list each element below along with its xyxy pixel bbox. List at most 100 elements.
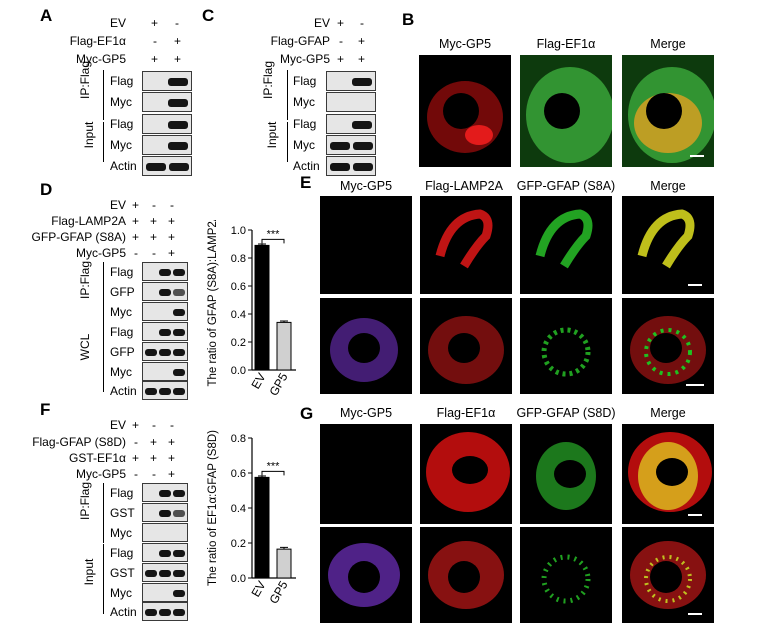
- y-tick-label: 0.4: [231, 503, 246, 515]
- scale-bar: [688, 514, 702, 516]
- panel-label-c: C: [202, 6, 215, 25]
- blot-strip: [142, 92, 192, 112]
- sign: -: [152, 418, 156, 432]
- blot-label: Actin: [110, 384, 137, 398]
- blot-label: GST: [110, 566, 135, 580]
- condition-label: Flag-GFAP: [270, 34, 330, 48]
- sign: +: [132, 214, 140, 228]
- micrograph-purple: [320, 298, 412, 394]
- sign: +: [174, 34, 182, 48]
- sign: +: [168, 214, 176, 228]
- sign: +: [132, 418, 140, 432]
- section-bracket: [103, 483, 104, 543]
- significance-label: ***: [267, 228, 281, 240]
- micrograph-merge: [622, 298, 714, 394]
- section-label: IP:Flag: [78, 61, 92, 100]
- micrograph-empty: [320, 196, 412, 294]
- bar-chart-d: 0.0 0.2 0.4 0.6 0.8 1.0 The ratio of GFAP (S8A…: [207, 220, 296, 398]
- category-label: EV: [248, 371, 268, 392]
- condition-label: Myc-GP5: [75, 246, 126, 260]
- blot-label: Actin: [110, 605, 137, 619]
- sign: +: [358, 34, 366, 48]
- y-tick-label: 1.0: [231, 225, 246, 237]
- micrograph-red: [420, 424, 512, 524]
- section-label: IP:Flag: [261, 61, 275, 100]
- blot-label: Myc: [110, 138, 132, 152]
- blot-label: Flag: [110, 546, 134, 560]
- micrograph-green: [520, 196, 612, 294]
- blot-strip: [326, 71, 376, 91]
- blot-strip: [142, 322, 188, 341]
- y-tick-label: 0.8: [231, 253, 246, 265]
- micrograph-green: [520, 424, 612, 524]
- blot-label: Actin: [293, 159, 320, 173]
- blot-strip: [142, 362, 188, 381]
- condition-label: GFP-GFAP (S8A): [31, 230, 126, 244]
- blot-strip: [142, 262, 188, 281]
- section-bracket: [103, 70, 104, 120]
- category-label: GP5: [266, 370, 290, 398]
- micrograph-green: [520, 298, 612, 394]
- blot-label: Flag: [110, 117, 134, 131]
- sign: -: [339, 34, 343, 48]
- blot-strip: [326, 156, 376, 176]
- significance-bracket: [261, 238, 285, 244]
- section-bracket: [287, 122, 288, 162]
- sign: +: [132, 198, 140, 212]
- sign: -: [134, 246, 138, 260]
- condition-label: EV: [313, 16, 330, 30]
- scale-bar: [688, 284, 702, 286]
- scale-bar: [688, 613, 702, 615]
- blot-strip: [326, 114, 376, 134]
- condition-label: Myc-GP5: [75, 467, 126, 481]
- section-bracket: [103, 262, 104, 322]
- section-bracket: [287, 70, 288, 120]
- blot-strip: [142, 342, 188, 361]
- sign: -: [134, 435, 138, 449]
- y-tick-label: 0.2: [231, 337, 246, 349]
- condition-label: Myc-GP5: [279, 52, 330, 66]
- panel-label-e: E: [300, 173, 312, 192]
- sign: -: [170, 198, 174, 212]
- sign: +: [150, 230, 158, 244]
- sign: +: [168, 246, 176, 260]
- section-bracket: [103, 122, 104, 162]
- sign: -: [152, 246, 156, 260]
- blot-strip: [142, 583, 188, 602]
- bar-chart-f: 0.0 0.2 0.4 0.6 0.8 The ratio of EF1α:GFAP (S…: [207, 430, 296, 606]
- condition-label: GST-EF1α: [69, 451, 126, 465]
- micrograph-empty: [320, 424, 412, 524]
- bar: [254, 476, 270, 579]
- blot-label: GFP: [110, 345, 135, 359]
- y-tick-label: 0.8: [231, 433, 246, 445]
- image-caption: Flag-LAMP2A: [425, 179, 503, 193]
- sign: +: [174, 52, 182, 66]
- blot-label: Myc: [110, 586, 132, 600]
- image-caption: Myc-GP5: [438, 37, 492, 51]
- y-tick-label: 0.6: [231, 281, 246, 293]
- micrograph-purple: [320, 527, 412, 623]
- significance-bracket: [261, 470, 285, 476]
- sign: -: [152, 467, 156, 481]
- micrograph-red: [419, 55, 511, 167]
- condition-label: Myc-GP5: [75, 52, 126, 66]
- blot-strip: [142, 71, 192, 91]
- y-axis-label: The ratio of EF1α:GFAP (S8D): [207, 430, 219, 586]
- section-bracket: [103, 322, 104, 392]
- sign: +: [150, 451, 158, 465]
- panel-label-d: D: [40, 180, 53, 199]
- image-caption: Flag-EF1α: [436, 406, 496, 420]
- sign: +: [151, 52, 159, 66]
- condition-label: EV: [109, 16, 126, 30]
- blot-label: Flag: [293, 74, 317, 88]
- y-tick-label: 0.4: [231, 309, 246, 321]
- panel-label-g: G: [300, 404, 314, 423]
- micrograph-green: [520, 527, 612, 623]
- sign: +: [150, 214, 158, 228]
- blot-label: Flag: [110, 325, 134, 339]
- blot-strip: [326, 135, 376, 155]
- sign: +: [337, 16, 345, 30]
- y-axis-label: The ratio of GFAP (S8A):LAMP2A: [207, 220, 219, 387]
- sign: -: [152, 198, 156, 212]
- sign: +: [132, 230, 140, 244]
